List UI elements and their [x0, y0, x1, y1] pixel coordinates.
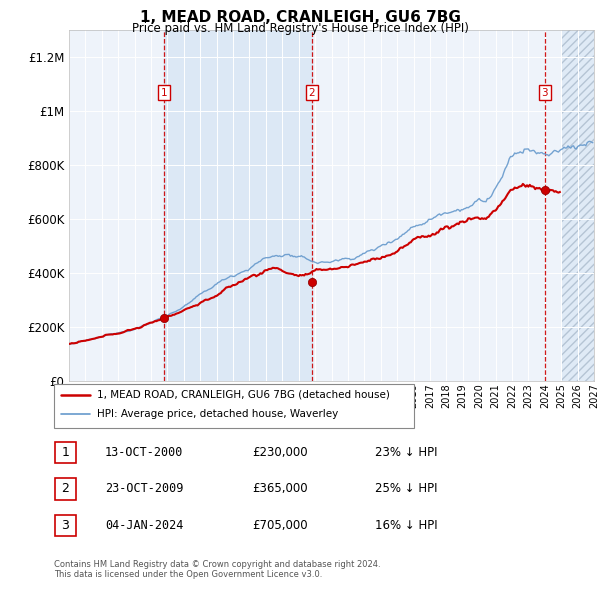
Text: 2: 2 [308, 88, 315, 98]
Text: 1: 1 [61, 446, 70, 459]
Text: 25% ↓ HPI: 25% ↓ HPI [375, 483, 437, 496]
Text: 23-OCT-2009: 23-OCT-2009 [105, 483, 184, 496]
FancyBboxPatch shape [55, 442, 76, 463]
Text: 1, MEAD ROAD, CRANLEIGH, GU6 7BG (detached house): 1, MEAD ROAD, CRANLEIGH, GU6 7BG (detach… [97, 389, 390, 399]
Text: £230,000: £230,000 [252, 446, 308, 459]
Text: 1, MEAD ROAD, CRANLEIGH, GU6 7BG: 1, MEAD ROAD, CRANLEIGH, GU6 7BG [140, 10, 460, 25]
FancyBboxPatch shape [54, 384, 414, 428]
Bar [164, 30, 312, 381]
Text: HPI: Average price, detached house, Waverley: HPI: Average price, detached house, Wave… [97, 409, 338, 419]
Text: 2: 2 [61, 483, 70, 496]
Text: 16% ↓ HPI: 16% ↓ HPI [375, 519, 437, 532]
Text: 3: 3 [542, 88, 548, 98]
FancyBboxPatch shape [55, 478, 76, 500]
Text: 04-JAN-2024: 04-JAN-2024 [105, 519, 184, 532]
FancyBboxPatch shape [55, 515, 76, 536]
Text: 23% ↓ HPI: 23% ↓ HPI [375, 446, 437, 459]
Text: 13-OCT-2000: 13-OCT-2000 [105, 446, 184, 459]
Bar [561, 30, 594, 381]
Text: 1: 1 [161, 88, 167, 98]
Text: £365,000: £365,000 [252, 483, 308, 496]
Text: Price paid vs. HM Land Registry's House Price Index (HPI): Price paid vs. HM Land Registry's House … [131, 22, 469, 35]
Text: £705,000: £705,000 [252, 519, 308, 532]
Text: 3: 3 [61, 519, 70, 532]
Text: Contains HM Land Registry data © Crown copyright and database right 2024.
This d: Contains HM Land Registry data © Crown c… [54, 560, 380, 579]
